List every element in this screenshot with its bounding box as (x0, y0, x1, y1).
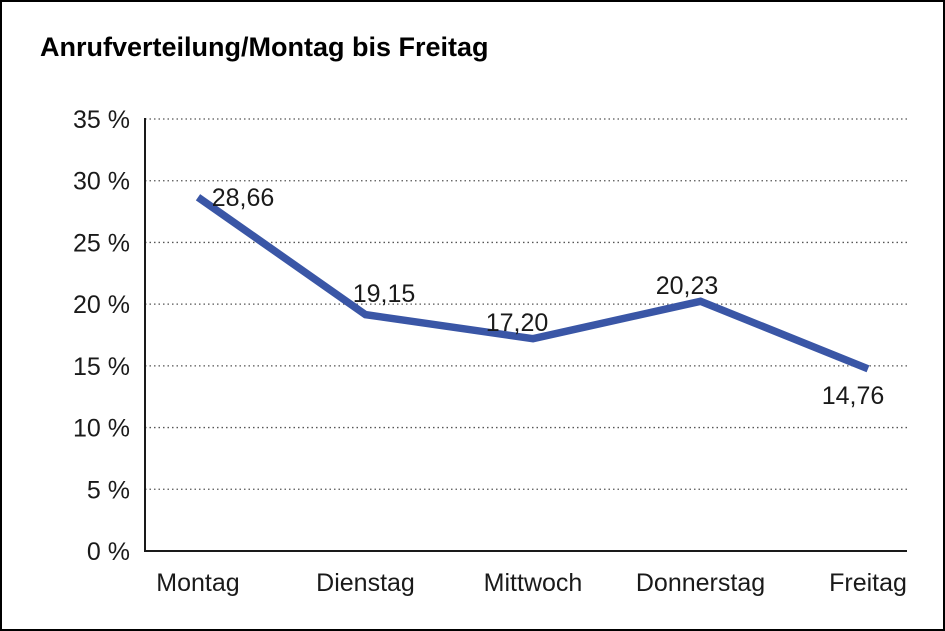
data-point-label: 17,20 (486, 309, 549, 337)
x-category-label: Mittwoch (484, 569, 583, 597)
x-category-label: Freitag (829, 569, 907, 597)
chart-title: Anrufverteilung/Montag bis Freitag (40, 32, 489, 62)
data-point-label: 20,23 (656, 272, 719, 300)
x-category-label: Dienstag (316, 569, 415, 597)
y-tick-label: 5 % (87, 476, 130, 504)
y-tick-label: 30 % (73, 168, 130, 196)
data-point-label: 14,76 (822, 382, 885, 410)
data-line (195, 194, 870, 373)
y-tick-label: 15 % (73, 353, 130, 381)
data-point-label: 28,66 (212, 184, 275, 212)
y-tick-label: 25 % (73, 229, 130, 257)
y-tick-label: 20 % (73, 291, 130, 319)
data-point-label: 19,15 (353, 280, 416, 308)
y-tick-label: 10 % (73, 415, 130, 443)
x-category-label: Donnerstag (636, 569, 765, 597)
y-tick-label: 0 % (87, 538, 130, 566)
y-tick-label: 35 % (73, 106, 130, 134)
x-category-label: Montag (156, 569, 239, 597)
